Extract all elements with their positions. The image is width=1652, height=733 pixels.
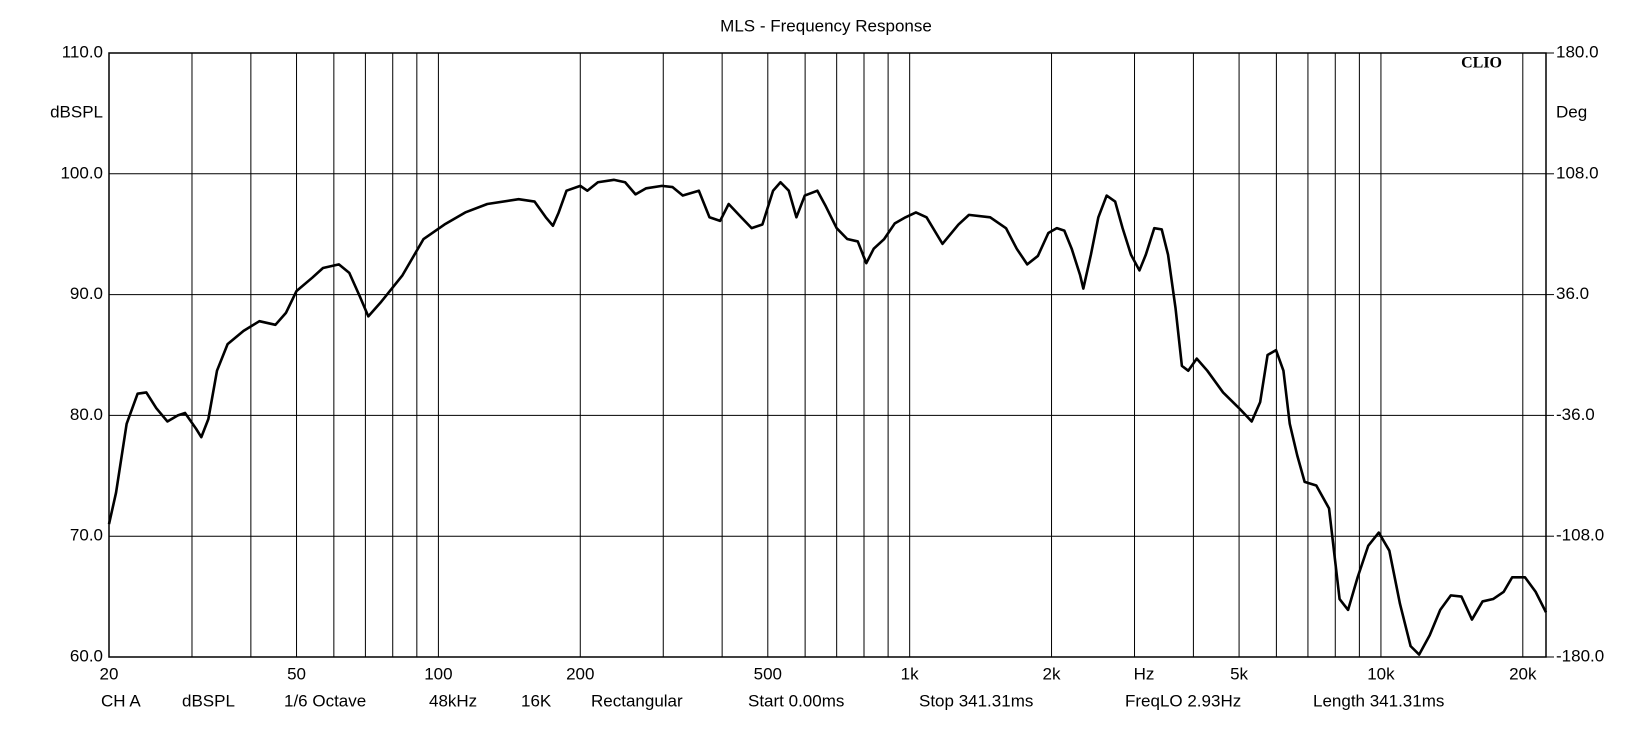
footer-item: 16K: [521, 691, 552, 710]
y-tick-label: 110.0: [62, 42, 103, 61]
y-tick-label: 60.0: [70, 646, 103, 665]
y-tick-label: 70.0: [70, 526, 103, 545]
footer-item: 1/6 Octave: [284, 691, 366, 710]
y2-tick-label: -36.0: [1556, 405, 1595, 424]
footer-item: CH A: [101, 691, 141, 710]
plot-frame: [108, 52, 1547, 658]
x-tick-label: 20: [100, 664, 119, 683]
annotation: CLIO: [1461, 55, 1502, 72]
y2-tick-label: 108.0: [1556, 163, 1599, 182]
x-tick-label: 20k: [1509, 664, 1537, 683]
footer-item: dBSPL: [182, 691, 235, 710]
footer-item: Stop 341.31ms: [919, 691, 1033, 710]
x-tick-label: 1k: [901, 664, 919, 683]
x-axis-label: Hz: [1134, 664, 1155, 683]
y-tick-label: 100.0: [60, 163, 103, 182]
chart-title: MLS - Frequency Response: [720, 16, 932, 35]
response-line: [107, 178, 1548, 656]
y2-tick-label: -108.0: [1556, 526, 1604, 545]
y2-tick-label: 180.0: [1556, 42, 1599, 61]
y-axis-label: dBSPL: [50, 102, 103, 121]
y-tick-label: 90.0: [70, 284, 103, 303]
x-tick-label: 500: [754, 664, 782, 683]
y2-tick-label: 36.0: [1556, 284, 1589, 303]
x-tick-label: 2k: [1043, 664, 1061, 683]
footer-item: Length 341.31ms: [1313, 691, 1444, 710]
y2-axis-label: Deg: [1556, 102, 1587, 121]
x-tick-label: 10k: [1367, 664, 1395, 683]
footer-item: 48kHz: [429, 691, 477, 710]
footer-item: FreqLO 2.93Hz: [1125, 691, 1241, 710]
x-tick-label: 200: [566, 664, 594, 683]
x-tick-label: 50: [287, 664, 306, 683]
y2-tick-label: -180.0: [1556, 646, 1604, 665]
footer-item: Rectangular: [591, 691, 683, 710]
x-tick-label: 5k: [1230, 664, 1248, 683]
x-tick-label: 100: [424, 664, 452, 683]
footer-item: Start 0.00ms: [748, 691, 844, 710]
y-tick-label: 80.0: [70, 405, 103, 424]
